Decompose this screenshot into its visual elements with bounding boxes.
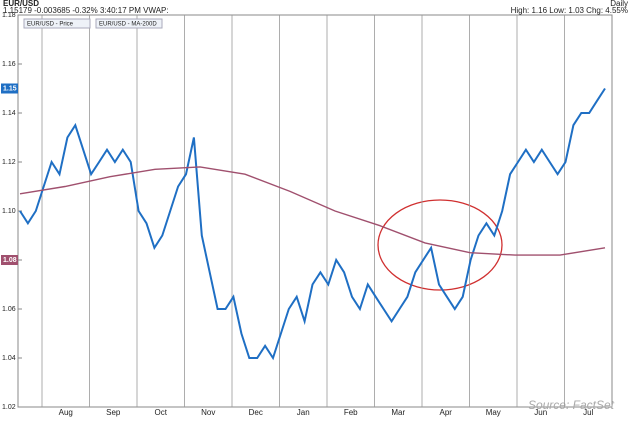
series-line	[19, 87, 606, 361]
chart-subtitle: 1.15179 -0.003685 -0.32% 3:40:17 PM VWAP…	[3, 6, 169, 15]
y-tick-label: 1.02	[2, 404, 16, 411]
x-tick-label: Aug	[59, 408, 73, 417]
y-tick-label: 1.12	[2, 159, 16, 166]
stats: High: 1.16 Low: 1.03 Chg: 4.55%	[511, 6, 628, 15]
y-tick-label: 1.14	[2, 110, 16, 117]
x-tick-label: Jan	[297, 408, 310, 417]
y-tick-label: 1.18	[2, 12, 16, 19]
x-tick-label: Apr	[440, 408, 453, 417]
x-tick-label: Nov	[201, 408, 215, 417]
legend-box	[95, 18, 163, 29]
y-tick-label: 1.06	[2, 306, 16, 313]
legend-label: EUR/USD - MA-200D	[99, 22, 157, 28]
source: Source: FactSet	[528, 398, 615, 412]
chart-title: EUR/USD	[3, 0, 39, 8]
y-tick-label: 1.10	[2, 208, 16, 215]
price-tag	[1, 83, 18, 94]
price-tag	[1, 255, 18, 265]
price-tag-label: 1.08	[3, 257, 17, 264]
highlight-circle	[377, 199, 503, 291]
price-tag-label: 1.15	[3, 85, 17, 92]
series-line	[19, 166, 606, 256]
legend-box	[23, 18, 91, 29]
x-tick-label: Jul	[583, 408, 593, 417]
x-tick-label: Dec	[249, 408, 263, 417]
y-tick-label: 1.04	[2, 355, 16, 362]
x-tick-label: May	[486, 408, 501, 417]
legend-label: EUR/USD - Price	[27, 22, 74, 28]
x-tick-label: Feb	[344, 408, 358, 417]
x-tick-label: Mar	[391, 408, 405, 417]
period: Daily	[610, 0, 628, 8]
x-tick-label: Oct	[155, 408, 168, 417]
x-tick-label: Jun	[534, 408, 547, 417]
x-tick-label: Sep	[106, 408, 121, 417]
y-tick-label: 1.16	[2, 61, 16, 68]
